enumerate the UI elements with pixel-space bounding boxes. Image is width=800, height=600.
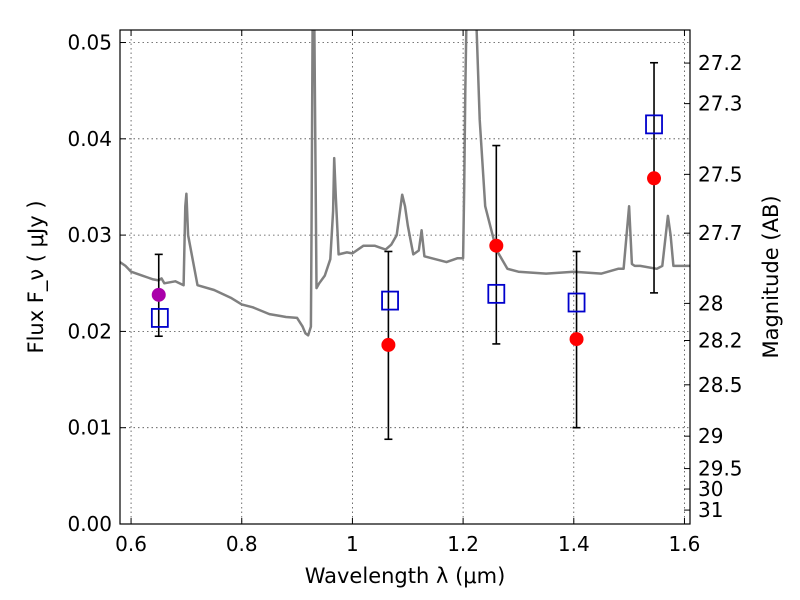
observed-point [569, 332, 584, 347]
observed-point [647, 171, 662, 186]
observed-point [151, 287, 166, 302]
y-right-axis-label: Magnitude (AB) [759, 195, 783, 358]
y-tick-label: 0.01 [67, 416, 112, 440]
model-square [150, 308, 169, 328]
axis-ticks: 0.6 0.8 1 1.2 1.4 1.6 0.00 0.01 0.02 0.03 0.04 0.05… [67, 30, 743, 556]
mag-tick-label: 27.2 [698, 51, 743, 75]
mag-tick-label: 31 [698, 498, 723, 522]
plot-frame [119, 29, 691, 525]
mag-tick-label: 29.5 [698, 457, 743, 481]
mag-tick-label: 27.5 [698, 162, 743, 186]
plot-background [120, 30, 690, 524]
model-square [487, 283, 506, 304]
x-tick-label: 1 [346, 532, 359, 556]
x-tick-label: 1.6 [669, 532, 701, 556]
spectrum-line [120, 30, 690, 337]
y-axis-label: Flux F_ν ( μJy ) [24, 200, 49, 353]
model-square [567, 292, 586, 313]
y-tick-label: 0.05 [67, 31, 112, 55]
model-square [645, 114, 663, 135]
mag-tick-label: 28.2 [698, 329, 743, 353]
series-layer [120, 30, 690, 337]
markers [150, 114, 663, 352]
mag-tick-label: 27.7 [698, 221, 743, 245]
y-tick-label: 0.04 [67, 127, 112, 151]
y-tick-label: 0.03 [67, 223, 112, 247]
mag-tick-label: 28.5 [698, 373, 743, 397]
mag-tick-label: 28 [698, 291, 723, 315]
y-tick-label: 0.00 [67, 512, 112, 536]
mag-tick-label: 27.3 [698, 92, 743, 116]
mag-tick-label: 30 [698, 477, 723, 501]
x-tick-label: 0.6 [115, 532, 147, 556]
y-tick-label: 0.02 [67, 319, 112, 343]
model-square [381, 290, 399, 311]
observed-point [489, 238, 504, 253]
mag-tick-label: 29 [698, 424, 723, 448]
x-tick-label: 0.8 [226, 532, 258, 556]
x-axis-label: Wavelength λ (μm) [305, 564, 506, 588]
x-tick-label: 1.2 [447, 532, 479, 556]
x-tick-label: 1.4 [558, 532, 590, 556]
observed-point [381, 337, 396, 352]
